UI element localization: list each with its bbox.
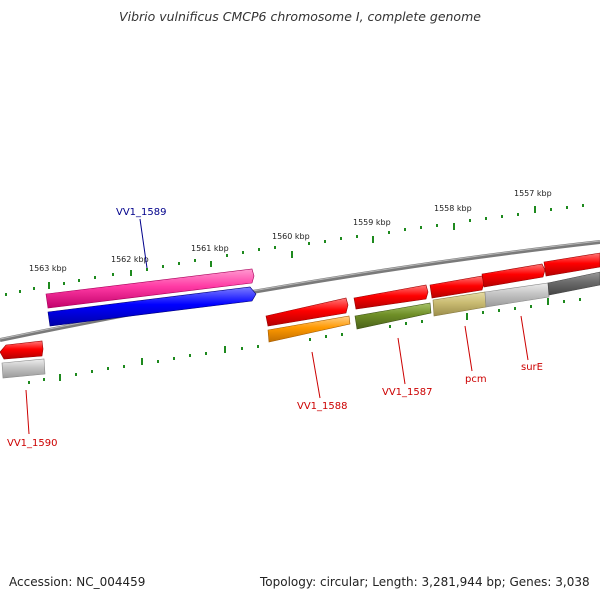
gene-label-sure[interactable]: surE: [521, 362, 543, 373]
gene-vv1-1590-red[interactable]: [0, 340, 44, 360]
ruler-tick-labels: 1557 kbp 1558 kbp 1559 kbp 1560 kbp 1561…: [29, 189, 552, 273]
gene-label-pcm[interactable]: pcm: [465, 374, 487, 385]
genome-backbone: [0, 240, 600, 342]
gene-label-vv1-1587[interactable]: VV1_1587: [382, 387, 433, 398]
tick-label-1560: 1560 kbp: [272, 232, 310, 241]
gene-pcm-red[interactable]: [429, 275, 485, 299]
gene-vv1-1588-red[interactable]: [265, 297, 349, 327]
gene-label-vv1-1588[interactable]: VV1_1588: [297, 401, 348, 412]
upper-ruler: [5, 204, 584, 296]
gene-vv1-1589-lower[interactable]: [47, 286, 257, 327]
tick-label-1561: 1561 kbp: [191, 244, 229, 253]
tick-label-1559: 1559 kbp: [353, 218, 391, 227]
label-leaders: [25, 218, 529, 435]
gene-vv1-1587-olive[interactable]: [354, 302, 432, 330]
gene-vv1-1589-upper[interactable]: [45, 268, 255, 309]
gene-next-dark[interactable]: [547, 271, 600, 296]
tick-label-1563: 1563 kbp: [29, 264, 67, 273]
gene-vv1-1590-silver[interactable]: [1, 358, 46, 379]
gene-next-red[interactable]: [543, 252, 600, 277]
map-title: Vibrio vulnificus CMCP6 chromosome I, co…: [119, 9, 481, 24]
gene-vv1-1587-red[interactable]: [353, 284, 429, 310]
tick-label-1557: 1557 kbp: [514, 189, 552, 198]
tick-label-1562: 1562 kbp: [111, 255, 149, 264]
gene-label-vv1-1590[interactable]: VV1_1590: [7, 438, 58, 449]
gene-labels: VV1_1589 VV1_1588 VV1_1587 pcm surE VV1_…: [7, 207, 543, 449]
accession-text: Accession: NC_004459: [9, 575, 146, 589]
gene-sure-silver[interactable]: [484, 282, 550, 308]
gene-label-vv1-1589[interactable]: VV1_1589: [116, 207, 167, 218]
lower-ruler: [28, 298, 581, 384]
gene-sure-red[interactable]: [481, 263, 546, 288]
tick-label-1558: 1558 kbp: [434, 204, 472, 213]
gene-vv1-1588-orange[interactable]: [267, 315, 351, 343]
genome-summary-text: Topology: circular; Length: 3,281,944 bp…: [260, 575, 590, 589]
